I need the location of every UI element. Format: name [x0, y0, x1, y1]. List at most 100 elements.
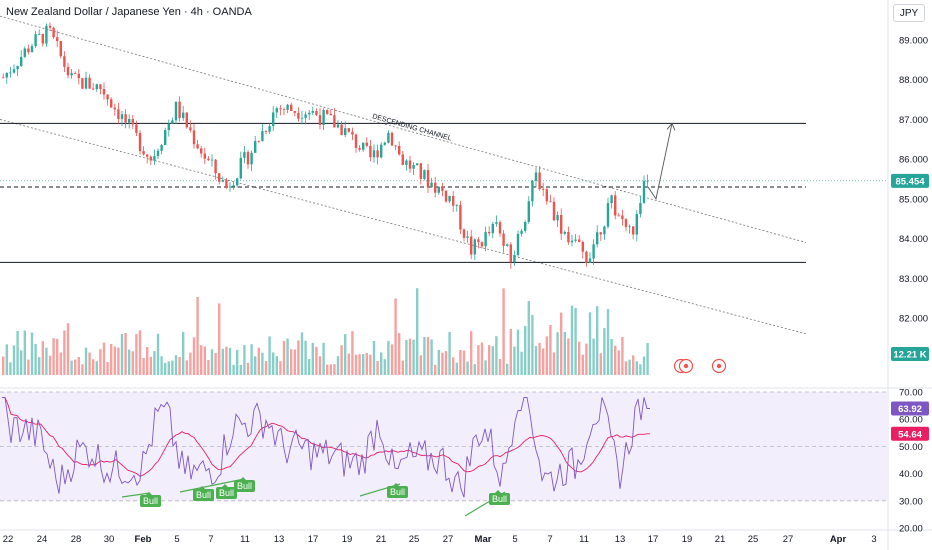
candle-body [466, 236, 469, 238]
volume-bar [257, 347, 260, 375]
time-tick-label: 3 [871, 534, 876, 545]
candle-body [160, 145, 163, 151]
projection-path [647, 123, 673, 200]
volume-bar [459, 349, 462, 375]
event-markers[interactable] [673, 358, 727, 374]
candle-body [570, 240, 574, 243]
candle-body [459, 204, 462, 230]
volume-bar [437, 349, 440, 375]
candle-body [545, 189, 548, 202]
candle-body [27, 48, 30, 53]
candle-body [41, 34, 44, 44]
channel-label: DESCENDING CHANNEL [371, 113, 452, 142]
candle-body [297, 112, 300, 119]
candle-body [16, 65, 19, 70]
candle-body [470, 236, 473, 255]
bull-signal: Bull [387, 483, 408, 498]
volume-bar [30, 332, 34, 375]
volume-bar [390, 344, 394, 375]
volume-bar [203, 346, 206, 375]
candle-body [124, 114, 127, 123]
candle-body [311, 111, 314, 113]
candle-body [239, 157, 242, 179]
candle-body [268, 126, 271, 132]
horizontal-levels[interactable] [0, 122, 888, 263]
candle-body [250, 152, 253, 165]
candle-body [588, 258, 592, 263]
bull-badge [140, 495, 161, 507]
time-tick-label: 5 [512, 534, 517, 545]
candle-body [92, 88, 95, 90]
volume-bar [369, 354, 372, 375]
candle-body [275, 108, 278, 113]
candle-body [326, 110, 329, 114]
volume-bar [387, 340, 390, 375]
volume-bar [272, 352, 275, 375]
price-tick-label: 88.000 [899, 75, 928, 86]
candle-body [77, 73, 80, 79]
volume-bar [124, 332, 127, 375]
candle-body [473, 239, 476, 255]
volume-bar [380, 352, 383, 375]
candle-body [452, 195, 455, 206]
candle-body [581, 241, 584, 252]
rsi-line [2, 396, 650, 498]
candle-body [430, 182, 433, 188]
rsi-axis[interactable]: 70.00 60.00 50.00 40.00 30.00 20.00 63.92 54.64 [891, 388, 929, 535]
price-axis[interactable]: 89.000 88.000 87.000 86.000 85.000 84.000 83.0… [891, 36, 929, 362]
candle-body [156, 150, 160, 157]
candle-body [585, 251, 588, 263]
volume-bar [200, 345, 203, 375]
volume-bar [189, 352, 192, 375]
volume-bar [383, 359, 386, 375]
candle-body [369, 145, 372, 158]
volume-bar [95, 361, 98, 375]
volume-bar [491, 346, 494, 375]
volume-bar [434, 364, 437, 375]
candle-body [264, 131, 268, 132]
volume-bar [617, 350, 620, 375]
volume-bar [351, 331, 354, 375]
currency-button[interactable]: JPY [893, 4, 925, 22]
candle-body [102, 88, 106, 95]
volume-bar [59, 352, 62, 375]
candle-body [88, 77, 91, 89]
candle-body [567, 231, 570, 243]
candle-body [207, 158, 210, 161]
volume-bar [164, 362, 167, 375]
candle-body [149, 156, 152, 161]
volume-bar [578, 341, 581, 375]
price-tick-label: 85.000 [899, 194, 928, 205]
volume-bar [466, 361, 469, 375]
volume-bar [66, 323, 70, 375]
candle-body [610, 195, 613, 204]
volume-bar [646, 342, 649, 375]
time-axis[interactable]: 22 24 28 30 Feb 5 7 11 13 17 19 21 25 27 Mar 5 7 11 13 17 19… [3, 534, 877, 545]
last-price-label: 85.454 [895, 176, 925, 187]
candle-body [477, 239, 480, 243]
volume-bar [171, 360, 174, 375]
time-tick-label: Apr [830, 534, 847, 545]
candle-body [491, 223, 494, 234]
volume-bar [77, 356, 80, 375]
volume-bar [336, 356, 340, 375]
volume-bar [117, 347, 120, 375]
candle-body [135, 124, 138, 133]
volume-bar [207, 360, 210, 375]
volume-bar [48, 355, 52, 375]
projection-arrow[interactable] [647, 122, 676, 200]
volume-bar [52, 338, 55, 375]
candle-body [322, 110, 325, 126]
volume-bar [588, 312, 592, 375]
candle-body [603, 226, 606, 235]
bull-label: Bull [390, 487, 405, 497]
time-tick-label: 7 [208, 534, 213, 545]
candle-body [232, 185, 235, 187]
candle-body [178, 101, 181, 119]
volume-bar [88, 352, 91, 375]
descending-channel[interactable]: DESCENDING CHANNEL [0, 15, 807, 335]
candle-body [502, 233, 505, 246]
candle-body [48, 25, 52, 28]
